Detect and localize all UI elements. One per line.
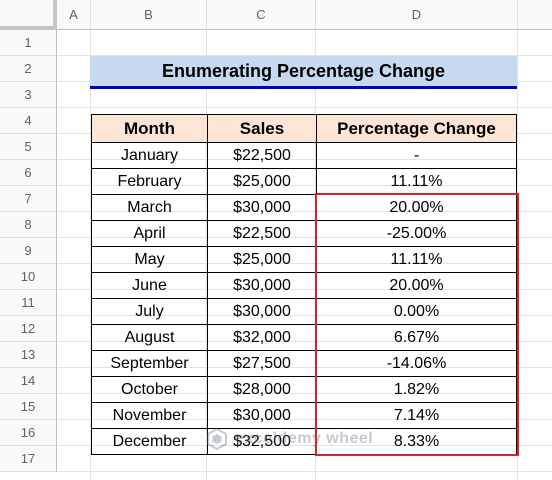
gridline-row xyxy=(57,263,552,264)
row-header-8[interactable]: 8 xyxy=(0,212,57,238)
table-cell[interactable]: October xyxy=(91,376,208,403)
gridline-row xyxy=(57,237,552,238)
table-cell[interactable]: 8.33% xyxy=(316,428,517,455)
table-cell[interactable]: $30,000 xyxy=(207,402,317,429)
table-cell[interactable]: February xyxy=(91,168,208,195)
table-cell[interactable]: - xyxy=(316,142,517,169)
gridline-row xyxy=(57,107,552,108)
row-header-2[interactable]: 2 xyxy=(0,56,57,82)
table-cell[interactable]: -25.00% xyxy=(316,220,517,247)
gridline-row xyxy=(57,471,552,472)
table-cell[interactable]: June xyxy=(91,272,208,299)
table-cell[interactable]: September xyxy=(91,350,208,377)
gridline-row xyxy=(57,445,552,446)
table-cell[interactable]: $22,500 xyxy=(207,220,317,247)
table-cell[interactable]: January xyxy=(91,142,208,169)
row-header-9[interactable]: 9 xyxy=(0,238,57,264)
gridline-row xyxy=(57,159,552,160)
table-cell[interactable]: $25,000 xyxy=(207,246,317,273)
table-cell[interactable]: $22,500 xyxy=(207,142,317,169)
row-header-7[interactable]: 7 xyxy=(0,186,57,212)
table-cell[interactable]: $25,000 xyxy=(207,168,317,195)
column-header-a[interactable]: A xyxy=(57,0,91,30)
select-all-corner[interactable] xyxy=(0,0,57,30)
table-cell[interactable]: April xyxy=(91,220,208,247)
row-header-12[interactable]: 12 xyxy=(0,316,57,342)
gridline-row xyxy=(57,185,552,186)
table-header-sales[interactable]: Sales xyxy=(207,114,317,143)
row-header-14[interactable]: 14 xyxy=(0,368,57,394)
table-cell[interactable]: 20.00% xyxy=(316,272,517,299)
column-header-d[interactable]: D xyxy=(316,0,518,30)
table-cell[interactable]: 11.11% xyxy=(316,168,517,195)
row-header-13[interactable]: 13 xyxy=(0,342,57,368)
row-header-4[interactable]: 4 xyxy=(0,108,57,134)
row-header-5[interactable]: 5 xyxy=(0,134,57,160)
gridline-row xyxy=(57,289,552,290)
column-header-b[interactable]: B xyxy=(91,0,207,30)
table-cell[interactable]: November xyxy=(91,402,208,429)
gridline-row xyxy=(57,341,552,342)
gridline-row xyxy=(57,315,552,316)
gridline-column xyxy=(206,30,207,480)
row-header-1[interactable]: 1 xyxy=(0,30,57,56)
row-header-15[interactable]: 15 xyxy=(0,394,57,420)
gridline-row xyxy=(57,211,552,212)
column-header-c[interactable]: C xyxy=(207,0,316,30)
table-cell[interactable]: 0.00% xyxy=(316,298,517,325)
gridline-row xyxy=(57,393,552,394)
row-header-6[interactable]: 6 xyxy=(0,160,57,186)
table-cell[interactable]: $30,000 xyxy=(207,194,317,221)
table-cell[interactable]: 20.00% xyxy=(316,194,517,221)
table-cell[interactable]: 11.11% xyxy=(316,246,517,273)
table-cell[interactable]: $32,000 xyxy=(207,324,317,351)
row-header-3[interactable]: 3 xyxy=(0,82,57,108)
table-cell[interactable]: $32,500 xyxy=(207,428,317,455)
table-header-month[interactable]: Month xyxy=(91,114,208,143)
table-cell[interactable]: $28,000 xyxy=(207,376,317,403)
table-cell[interactable]: $30,000 xyxy=(207,298,317,325)
gridline-row xyxy=(57,419,552,420)
gridline-column xyxy=(517,30,518,480)
table-cell[interactable]: 7.14% xyxy=(316,402,517,429)
table-cell[interactable]: July xyxy=(91,298,208,325)
table-cell[interactable]: $30,000 xyxy=(207,272,317,299)
table-cell[interactable]: March xyxy=(91,194,208,221)
table-cell[interactable]: August xyxy=(91,324,208,351)
table-header-percentage-change[interactable]: Percentage Change xyxy=(316,114,517,143)
title-underline xyxy=(90,86,517,89)
column-header-bar xyxy=(0,0,552,30)
table-cell[interactable]: May xyxy=(91,246,208,273)
row-header-11[interactable]: 11 xyxy=(0,290,57,316)
row-header-16[interactable]: 16 xyxy=(0,420,57,446)
table-cell[interactable]: 6.67% xyxy=(316,324,517,351)
table-cell[interactable]: December xyxy=(91,428,208,455)
table-cell[interactable]: 1.82% xyxy=(316,376,517,403)
table-cell[interactable]: -14.06% xyxy=(316,350,517,377)
sheet-title[interactable]: Enumerating Percentage Change xyxy=(90,56,517,86)
table-cell[interactable]: $27,500 xyxy=(207,350,317,377)
gridline-row xyxy=(57,367,552,368)
row-header-10[interactable]: 10 xyxy=(0,264,57,290)
row-header-17[interactable]: 17 xyxy=(0,446,57,472)
gridline-column xyxy=(90,30,91,480)
gridline-row xyxy=(57,55,552,56)
